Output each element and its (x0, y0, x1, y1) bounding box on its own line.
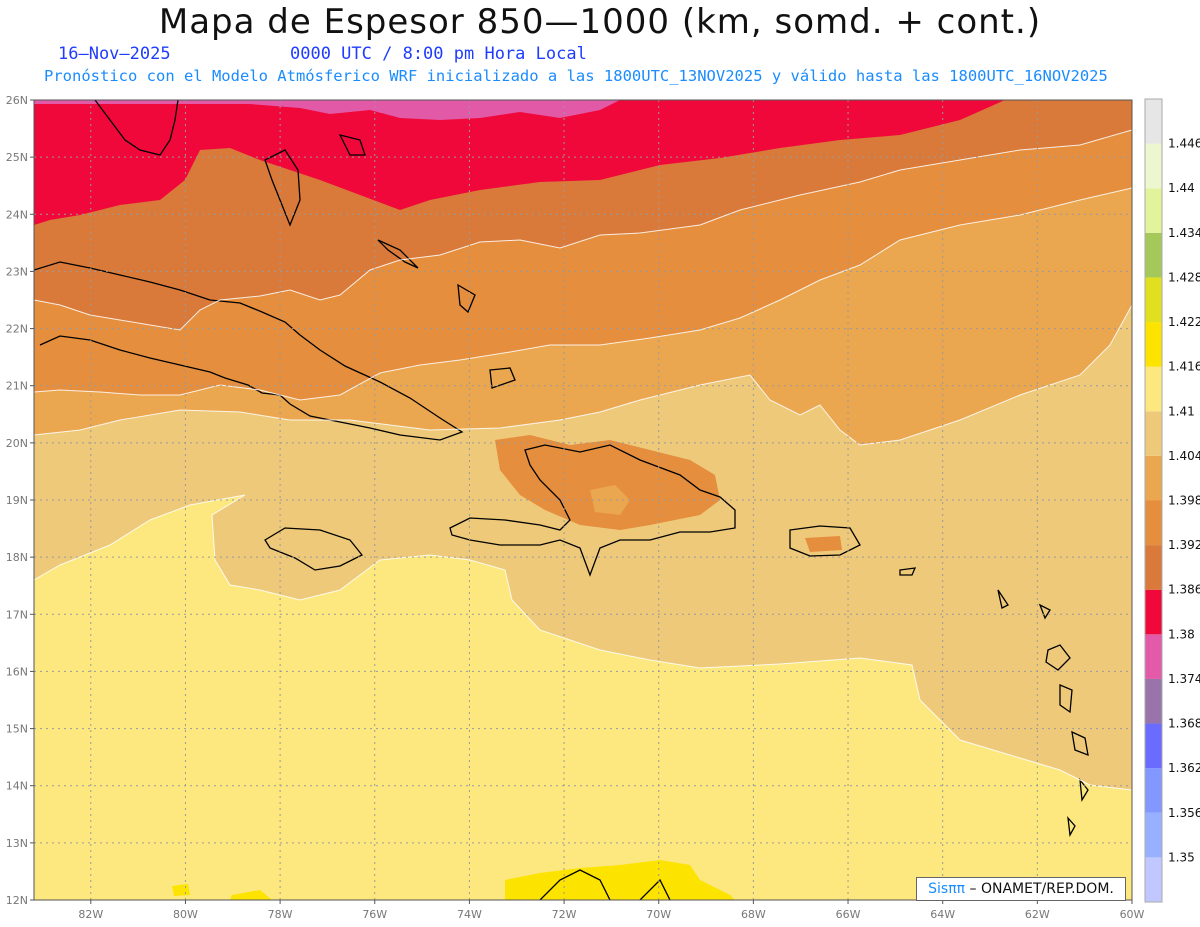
colorbar-label: 1.41 (1168, 404, 1195, 418)
colorbar-label: 1.368 (1168, 717, 1200, 731)
colorbar-label: 1.446 (1168, 137, 1200, 151)
colorbar-label: 1.356 (1168, 806, 1200, 820)
lat-tick-label: 22N (6, 323, 28, 336)
colorbar-swatch (1145, 589, 1162, 635)
colorbar-swatch (1145, 143, 1162, 189)
map-title: Mapa de Espesor 850—1000 (km, somd. + co… (158, 2, 1042, 42)
lat-tick-label: 18N (6, 551, 28, 564)
band-1-398-pr (805, 536, 842, 552)
colorbar-label: 1.422 (1168, 315, 1200, 329)
lat-tick-label: 20N (6, 437, 28, 450)
lat-tick-label: 25N (6, 151, 28, 164)
colorbar-swatch (1145, 545, 1162, 590)
forecast-subtitle: Pronóstico con el Modelo Atmósferico WRF… (44, 67, 1108, 85)
lon-tick-label: 60W (1120, 908, 1145, 921)
colorbar-swatch (1145, 812, 1162, 858)
lon-tick-label: 76W (362, 908, 387, 921)
band-1-416-spot (172, 884, 190, 896)
colorbar-label: 1.44 (1168, 181, 1195, 195)
colorbar-swatch (1145, 723, 1162, 769)
colorbar-swatch (1145, 455, 1162, 501)
colorbar-label: 1.362 (1168, 761, 1200, 775)
band-1-398-hispaniola (495, 435, 720, 530)
lon-tick-label: 62W (1025, 908, 1050, 921)
colorbar-swatch (1145, 768, 1162, 813)
colorbar-swatch (1145, 678, 1162, 724)
forecast-date: 16–Nov–2025 (58, 44, 171, 64)
lat-tick-label: 14N (6, 780, 28, 793)
lon-tick-label: 68W (741, 908, 766, 921)
colorbar-swatch (1145, 857, 1162, 902)
colorbar-swatch (1145, 366, 1162, 412)
lat-tick-label: 17N (6, 608, 28, 621)
colorbar-swatch (1145, 99, 1162, 144)
lat-tick-label: 19N (6, 494, 28, 507)
band-1-416 (505, 860, 735, 900)
colorbar-label: 1.398 (1168, 494, 1200, 508)
colorbar-swatch (1145, 188, 1162, 233)
lon-tick-label: 78W (268, 908, 293, 921)
band-1-38 (34, 100, 1005, 225)
colorbar-label: 1.386 (1168, 583, 1200, 597)
colorbar-frame (1144, 98, 1163, 903)
band-1-416-spot2 (230, 890, 272, 900)
colorbar-label: 1.374 (1168, 672, 1200, 686)
latitude-labels: 26N 25N 24N 23N 22N 21N 20N 19N 18N 17N 16N 15N 14N 1… (6, 94, 34, 907)
lat-tick-label: 12N (6, 894, 28, 907)
lat-tick-label: 21N (6, 380, 28, 393)
colorbar-swatch (1145, 277, 1162, 323)
lon-tick-label: 66W (836, 908, 861, 921)
credit-box: Sisππ – ONAMET/REP.DOM. (916, 877, 1126, 901)
lat-tick-label: 26N (6, 94, 28, 107)
credit-text: – ONAMET/REP.DOM. (969, 881, 1114, 897)
colorbar-swatch (1145, 411, 1162, 456)
colorbar-label: 1.404 (1168, 449, 1200, 463)
graticule (34, 100, 1132, 900)
lon-tick-label: 82W (78, 908, 103, 921)
lat-tick-label: 23N (6, 265, 28, 278)
lon-tick-label: 74W (457, 908, 482, 921)
colorbar-swatch (1145, 500, 1162, 546)
forecast-time: 0000 UTC / 8:00 pm Hora Local (290, 44, 587, 64)
lon-tick-label: 80W (173, 908, 198, 921)
lat-tick-label: 13N (6, 837, 28, 850)
colorbar-swatch (1145, 322, 1162, 367)
colorbar-label: 1.428 (1168, 270, 1200, 284)
lon-tick-label: 70W (646, 908, 671, 921)
colorbar-label: 1.38 (1168, 627, 1195, 641)
colorbar-label: 1.392 (1168, 538, 1200, 552)
contour-lines (34, 129, 1132, 791)
lat-tick-label: 24N (6, 208, 28, 221)
lon-tick-label: 72W (552, 908, 577, 921)
coastlines (34, 100, 1089, 900)
colorbar-label: 1.416 (1168, 360, 1200, 374)
longitude-labels: 82W 80W 78W 76W 74W 72W 70W 68W 66W 64W 62W 60W (78, 900, 1145, 921)
lat-tick-label: 16N (6, 665, 28, 678)
colorbar-swatch (1145, 232, 1162, 278)
colorbar: 1.35 1.356 1.362 1.368 1.374 1.38 1.386 1.392 1.… (1144, 98, 1200, 903)
band-1-374 (34, 100, 620, 120)
colorbar-label: 1.35 (1168, 850, 1195, 864)
colorbar-label: 1.434 (1168, 226, 1200, 240)
lon-tick-label: 64W (930, 908, 955, 921)
sispi-logo: Sisππ (928, 881, 966, 897)
colorbar-swatch (1145, 634, 1162, 679)
lat-tick-label: 15N (6, 723, 28, 736)
